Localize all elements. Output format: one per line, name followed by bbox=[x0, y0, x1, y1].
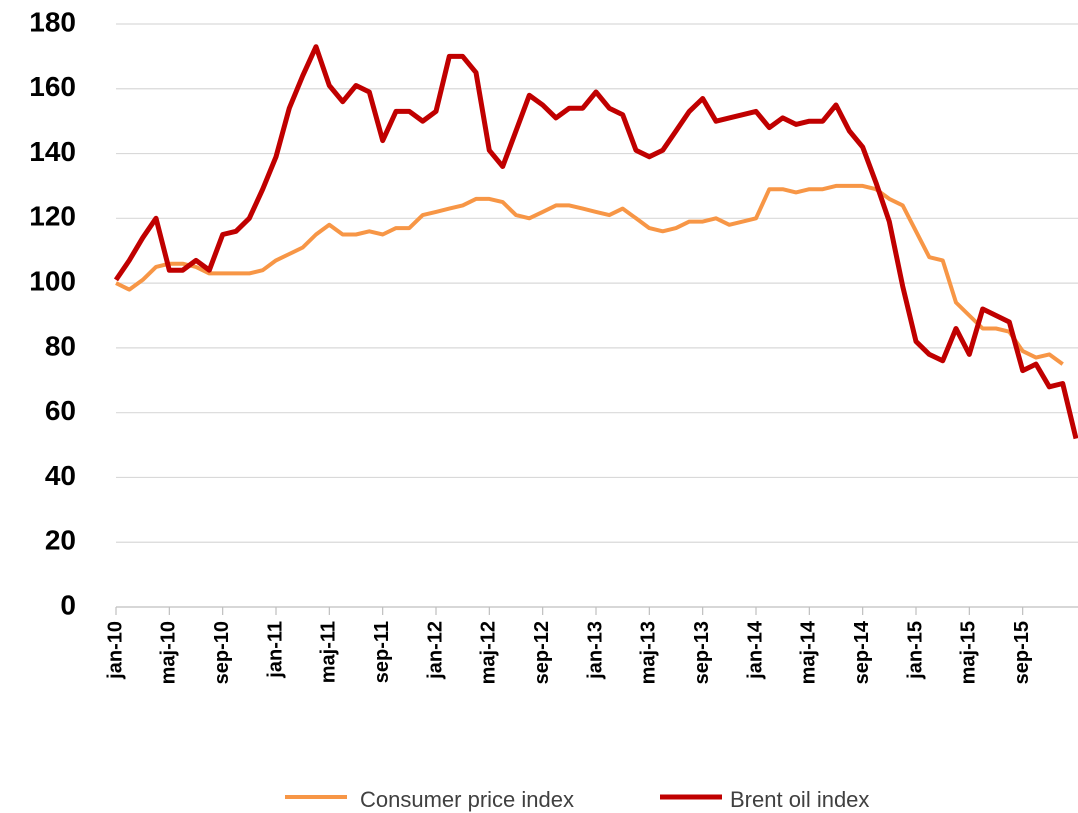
y-tick-label: 0 bbox=[60, 589, 76, 620]
y-tick-label: 120 bbox=[29, 201, 76, 232]
y-tick-label: 40 bbox=[45, 460, 76, 491]
x-tick-label: sep-10 bbox=[211, 621, 233, 684]
series-line bbox=[115, 183, 1064, 366]
x-tick-label: jan-12 bbox=[424, 621, 446, 680]
x-tick-label: maj-14 bbox=[798, 620, 820, 684]
y-tick-label: 140 bbox=[29, 136, 76, 167]
y-tick-label: 180 bbox=[29, 6, 76, 37]
y-tick-label: 80 bbox=[45, 330, 76, 361]
x-tick-label: sep-11 bbox=[371, 621, 393, 683]
x-tick-label: sep-14 bbox=[851, 620, 873, 684]
x-tick-label: maj-10 bbox=[158, 621, 180, 684]
x-tick-label: jan-13 bbox=[584, 621, 606, 680]
x-tick-label: maj-11 bbox=[318, 621, 340, 683]
y-tick-label: 100 bbox=[29, 266, 76, 297]
x-tick-label: jan-11 bbox=[264, 621, 286, 679]
x-tick-label: sep-12 bbox=[531, 621, 553, 684]
y-tick-label: 160 bbox=[29, 71, 76, 102]
x-tick-label: jan-15 bbox=[904, 621, 926, 680]
x-tick-label: sep-15 bbox=[1011, 621, 1033, 684]
x-tick-label: maj-12 bbox=[478, 621, 500, 684]
x-tick-label: jan-14 bbox=[744, 620, 766, 680]
x-tick-label: sep-13 bbox=[691, 621, 713, 684]
y-tick-label: 20 bbox=[45, 525, 76, 556]
y-tick-label: 60 bbox=[45, 395, 76, 426]
series-line bbox=[113, 44, 1078, 440]
legend-label: Brent oil index bbox=[730, 787, 869, 812]
legend-label: Consumer price index bbox=[360, 787, 574, 812]
x-tick-label: maj-13 bbox=[638, 621, 660, 684]
x-tick-label: maj-15 bbox=[958, 621, 980, 684]
x-tick-label: jan-10 bbox=[104, 621, 126, 680]
